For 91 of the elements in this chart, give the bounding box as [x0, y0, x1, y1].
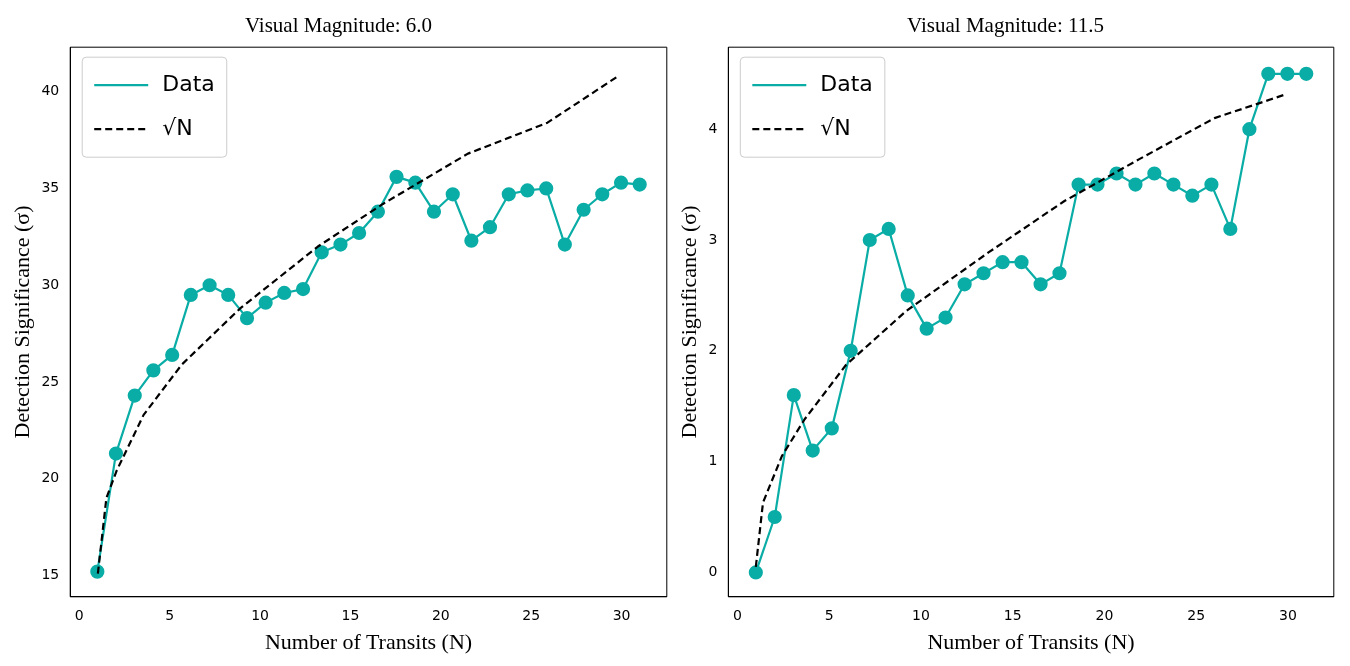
point — [1299, 66, 1314, 81]
legend-label: √N — [162, 114, 193, 140]
point — [539, 181, 554, 196]
y-tick-label: 3 — [708, 230, 718, 247]
chart-title: Visual Magnitude: 6.0 — [244, 13, 433, 38]
x-tick-label: 25 — [522, 606, 541, 623]
point — [843, 343, 858, 358]
x-tick-label: 20 — [1095, 606, 1114, 623]
x-tick-label: 15 — [1003, 606, 1022, 623]
point — [501, 187, 516, 202]
point — [748, 565, 763, 580]
point — [824, 421, 839, 436]
point — [1204, 177, 1219, 192]
point — [258, 295, 273, 310]
y-tick-label: 2 — [708, 341, 718, 358]
point — [1033, 277, 1048, 292]
x-tick-label: 10 — [251, 606, 269, 623]
point — [767, 509, 782, 525]
point — [919, 321, 934, 336]
point — [557, 237, 572, 252]
point — [520, 183, 535, 198]
point — [881, 221, 896, 237]
point — [1071, 177, 1086, 192]
legend-label: Data — [162, 70, 215, 96]
legend-label: √N — [820, 114, 851, 140]
point — [976, 266, 991, 281]
point — [1280, 66, 1295, 81]
y-tick-label: 4 — [708, 119, 718, 136]
y-tick-label: 15 — [41, 566, 60, 583]
point — [576, 202, 591, 217]
point — [632, 177, 647, 192]
point — [146, 363, 161, 378]
x-tick-label: 15 — [341, 606, 360, 623]
point — [202, 278, 217, 293]
point — [1014, 255, 1029, 270]
x-tick-label: 25 — [1187, 606, 1206, 623]
x-tick-label: 10 — [912, 606, 930, 623]
y-tick-label: 20 — [41, 469, 60, 486]
x-tick-label: 5 — [165, 606, 175, 623]
point — [295, 282, 311, 297]
y-tick-label: 40 — [41, 82, 60, 99]
point — [482, 220, 498, 235]
point — [900, 288, 915, 303]
point — [277, 285, 292, 301]
point — [995, 255, 1010, 270]
point — [239, 311, 255, 326]
y-axis-title: Detection Significance (σ) — [675, 205, 701, 439]
point — [938, 310, 953, 325]
point — [786, 388, 801, 403]
point — [595, 187, 610, 202]
point — [127, 388, 142, 403]
x-tick-label: 0 — [74, 606, 84, 623]
point — [805, 443, 820, 458]
point — [1128, 177, 1143, 192]
point — [389, 169, 404, 184]
x-tick-label: 30 — [612, 606, 631, 623]
point — [957, 277, 972, 292]
point — [426, 204, 442, 219]
point — [108, 446, 124, 461]
chart-title: Visual Magnitude: 11.5 — [907, 13, 1104, 38]
y-tick-label: 25 — [41, 372, 60, 389]
point — [1242, 122, 1257, 137]
x-tick-label: 20 — [431, 606, 450, 623]
x-tick-label: 5 — [824, 606, 834, 623]
point — [1052, 266, 1067, 281]
y-tick-label: 0 — [708, 563, 718, 580]
y-tick-label: 1 — [708, 452, 718, 469]
point — [1261, 66, 1276, 81]
x-axis-title: Number of Transits (N) — [264, 628, 473, 654]
point — [1147, 166, 1162, 181]
x-tick-label: 30 — [1279, 606, 1297, 623]
y-axis-title: Detection Significance (σ) — [8, 205, 34, 439]
point — [221, 287, 236, 303]
y-tick-label: 35 — [41, 179, 60, 196]
point — [370, 204, 386, 219]
point — [464, 233, 479, 248]
y-tick-label: 30 — [41, 275, 60, 292]
x-tick-label: 0 — [733, 606, 742, 623]
x-axis-title: Number of Transits (N) — [927, 628, 1135, 654]
point — [333, 237, 348, 252]
legend-label: Data — [820, 70, 873, 96]
point — [613, 175, 629, 190]
point — [1185, 188, 1200, 203]
point — [1223, 221, 1238, 237]
point — [352, 225, 367, 241]
point — [862, 232, 877, 248]
point — [183, 287, 198, 303]
point — [1166, 177, 1181, 192]
point — [165, 347, 180, 362]
point — [445, 187, 460, 202]
point — [314, 245, 329, 260]
